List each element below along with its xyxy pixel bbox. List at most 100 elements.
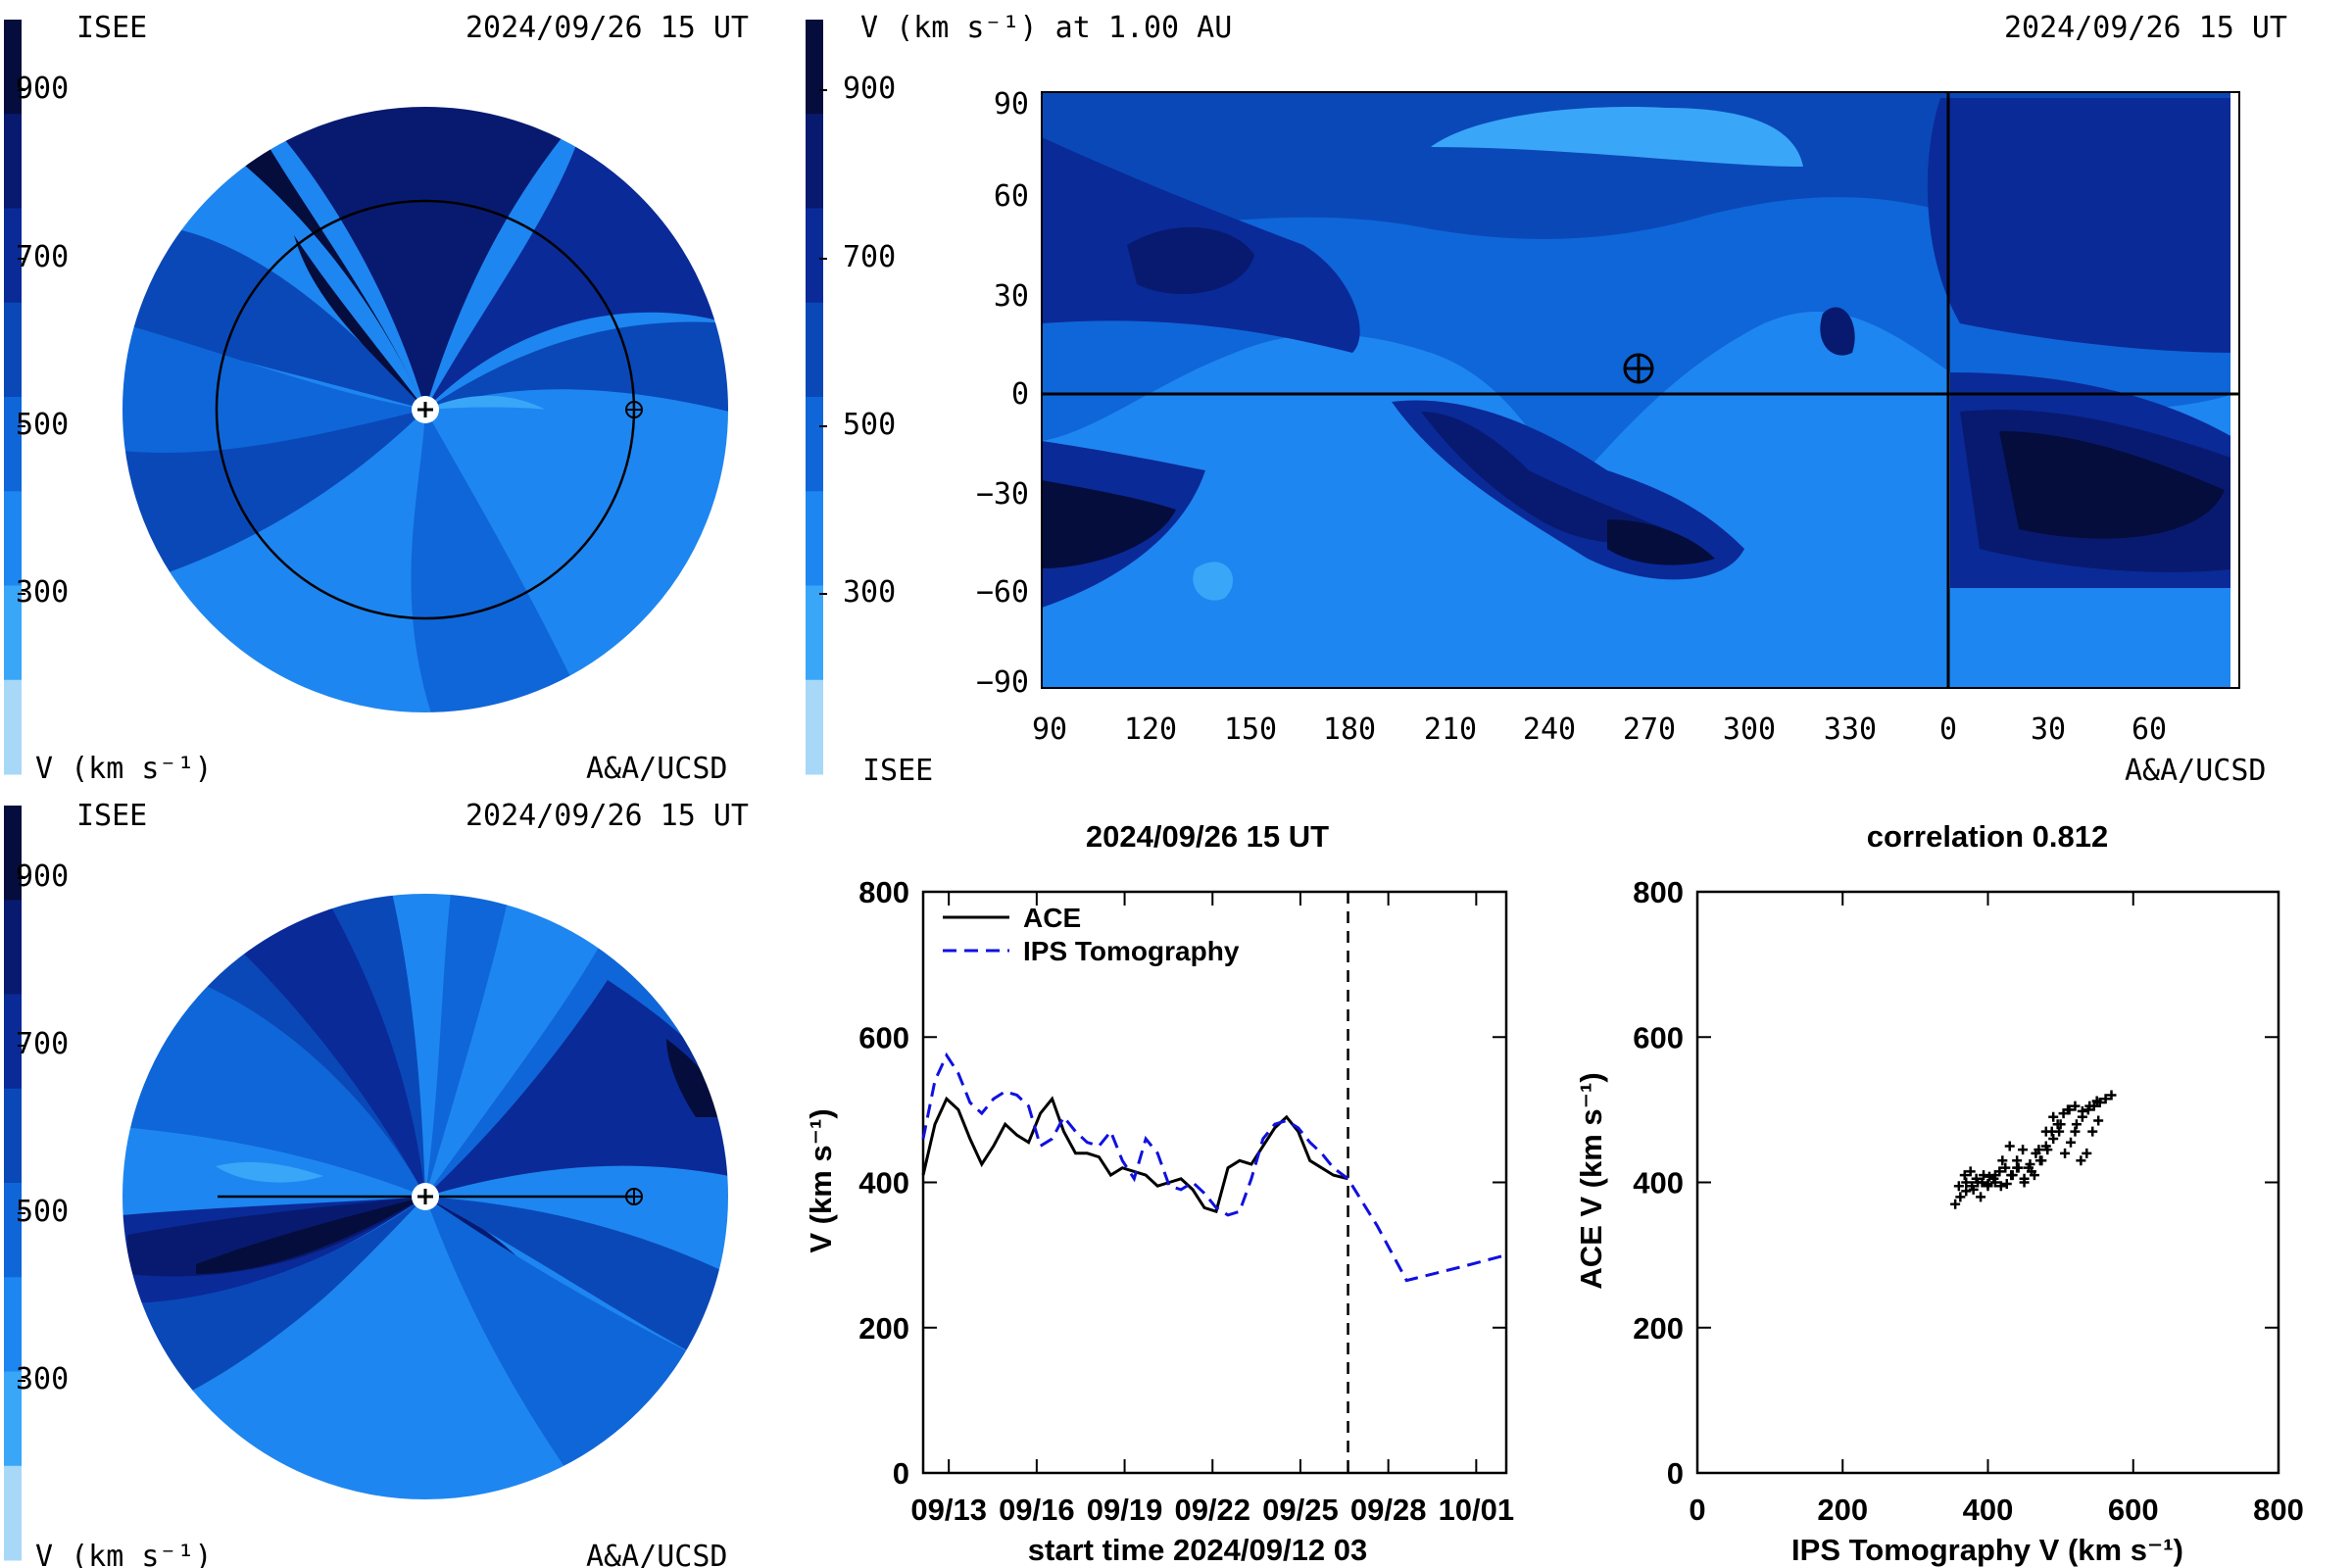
cbar-tick-900: 900 <box>16 859 69 894</box>
x-tick-label: 400 <box>1963 1493 2014 1527</box>
scatter-point <box>2040 1126 2051 1137</box>
y-tick-label: 600 <box>858 1020 909 1054</box>
scatter-point <box>1950 1199 1961 1209</box>
cbar-tick-500: 500 <box>16 1195 69 1229</box>
x-tick: 0 <box>1939 712 1957 747</box>
scatter-point <box>2048 1111 2059 1122</box>
timestamp-label: 2024/09/26 15 UT <box>466 799 749 833</box>
y-tick: 0 <box>1011 377 1029 412</box>
x-tick-label: 200 <box>1817 1493 1868 1527</box>
cbar-tick-300: 300 <box>16 1362 69 1396</box>
colorbar-band <box>806 20 823 115</box>
colorbar-band <box>4 806 22 901</box>
x-tick-label: 09/25 <box>1262 1493 1339 1527</box>
y-tick-label: 0 <box>893 1456 909 1491</box>
x-tick: 30 <box>2031 712 2066 747</box>
chart-title: 2024/09/26 15 UT <box>1086 819 1329 854</box>
scatter-point <box>1961 1186 1972 1197</box>
colorbar-band <box>4 302 22 398</box>
map-x-ticks: 90 120 150 180 210 240 270 300 330 0 30 … <box>1032 712 2167 747</box>
scatter-point <box>1989 1170 2000 1181</box>
x-tick: 120 <box>1124 712 1177 747</box>
colorbar-band <box>4 1371 22 1467</box>
y-tick-labels: 0 200 400 600 800 <box>1633 875 1684 1491</box>
scatter-point <box>2070 1126 2081 1137</box>
x-tick-labels: 09/13 09/16 09/19 09/22 09/25 09/28 10/01 <box>910 1493 1514 1527</box>
panel-lat-lon-map: V (km s⁻¹) at 1.00 AU 2024/09/26 15 UT 9… <box>806 11 2287 788</box>
brand-label: ISEE <box>76 799 147 833</box>
disk-border <box>121 105 730 714</box>
cbar-tick-700: 700 <box>843 240 896 274</box>
sun-cross-icon <box>417 1189 433 1204</box>
colorbar-band <box>4 679 22 775</box>
x-tick: 270 <box>1623 712 1676 747</box>
colorbar-band <box>4 1465 22 1561</box>
y-tick-labels: 0 200 400 600 800 <box>858 875 909 1491</box>
colorbar-band <box>4 397 22 492</box>
scatter-point <box>2106 1090 2117 1101</box>
credit-label: A&A/UCSD <box>586 1540 728 1568</box>
axis-ticks <box>1696 891 2279 1474</box>
x-tick-label: 600 <box>2108 1493 2159 1527</box>
x-tick: 90 <box>1032 712 1067 747</box>
timestamp-label: 2024/09/26 15 UT <box>466 11 749 45</box>
scatter-point <box>1955 1192 1966 1202</box>
y-tick-label: 0 <box>1667 1456 1684 1491</box>
legend-label-ips: IPS Tomography <box>1023 936 1240 966</box>
legend-label-ace: ACE <box>1023 903 1081 933</box>
colorbar-band <box>806 585 823 681</box>
scatter-point <box>2076 1155 2086 1166</box>
x-tick-label: 09/28 <box>1350 1493 1427 1527</box>
y-tick-label: 200 <box>858 1311 909 1346</box>
x-tick-label: 09/22 <box>1174 1493 1250 1527</box>
panel-heliosphere-ecliptic: ISEE 2024/09/26 15 UT 900 700 500 300 <box>4 11 749 786</box>
scatter-point <box>1983 1181 1993 1192</box>
scatter-point <box>2077 1105 2087 1116</box>
scatter-point <box>2063 1104 2074 1115</box>
colorbar-band <box>806 114 823 209</box>
unit-label: V (km s⁻¹) <box>35 752 213 786</box>
map-title: V (km s⁻¹) at 1.00 AU <box>860 11 1232 45</box>
x-tick: 180 <box>1323 712 1376 747</box>
chart-title: correlation 0.812 <box>1867 819 2108 854</box>
scatter-point <box>2048 1134 2059 1145</box>
colorbar-right-top <box>806 20 827 775</box>
cbar-tick-700: 700 <box>16 240 69 274</box>
x-tick: 210 <box>1424 712 1477 747</box>
panel-timeseries: 2024/09/26 15 UT 09/13 09/16 09/19 09/22 09/… <box>804 819 1514 1567</box>
scatter-point <box>1961 1177 1972 1188</box>
earth-symbol-icon <box>625 401 643 418</box>
y-axis-label: V (km s⁻¹) <box>804 1108 838 1252</box>
cbar-tick-300: 300 <box>16 575 69 610</box>
scatter-point <box>1959 1170 1970 1181</box>
y-tick-label: 600 <box>1633 1020 1684 1054</box>
x-tick-label: 0 <box>1689 1493 1705 1527</box>
y-axis-label: ACE V (km s⁻¹) <box>1574 1072 1608 1289</box>
x-tick: 330 <box>1824 712 1877 747</box>
scatter-point <box>2006 1170 2017 1181</box>
y-tick-label: 200 <box>1633 1311 1684 1346</box>
x-tick-label: 09/19 <box>1087 1493 1163 1527</box>
y-tick-label: 400 <box>1633 1166 1684 1200</box>
x-tick: 300 <box>1723 712 1776 747</box>
colorbar-left-bottom <box>4 806 25 1561</box>
y-tick: 90 <box>994 87 1029 122</box>
axis-ticks <box>923 891 1506 1474</box>
colorbar-band <box>806 208 823 304</box>
x-axis-label: IPS Tomography V (km s⁻¹) <box>1791 1533 2183 1567</box>
series-line-ace <box>921 1096 1348 1214</box>
panel-heliosphere-meridional: ISEE 2024/09/26 15 UT 900 700 500 300 <box>4 799 749 1568</box>
credit-label: A&A/UCSD <box>2125 754 2267 788</box>
timestamp-label: 2024/09/26 15 UT <box>2004 11 2287 45</box>
earth-symbol-icon <box>625 1188 643 1205</box>
colorbar-band <box>4 1088 22 1184</box>
legend: ACE IPS Tomography <box>943 903 1240 966</box>
scatter-point <box>2084 1101 2095 1111</box>
plot-frame <box>921 890 1508 1475</box>
x-tick-label: 10/01 <box>1439 1493 1515 1527</box>
scatter-point <box>2066 1137 2076 1148</box>
colorbar-band <box>4 20 22 115</box>
x-tick-label: 09/13 <box>910 1493 987 1527</box>
scatter-point <box>2091 1096 2102 1106</box>
